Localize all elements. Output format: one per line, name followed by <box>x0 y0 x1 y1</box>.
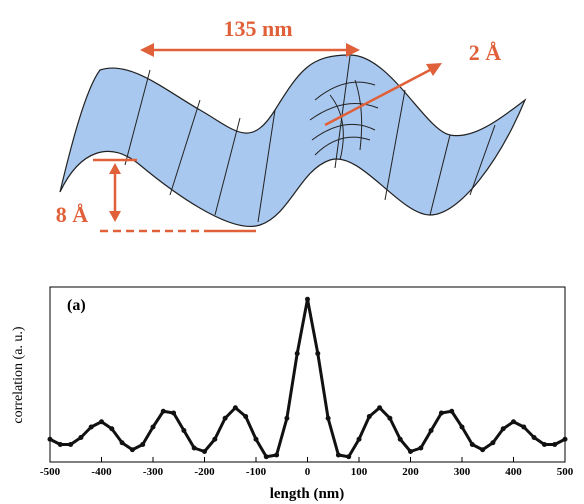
data-point <box>284 415 290 421</box>
data-line <box>49 297 566 459</box>
data-point <box>202 449 207 454</box>
data-point <box>356 436 362 442</box>
data-point <box>150 424 156 430</box>
data-point <box>57 442 63 447</box>
x-tick-label: -100 <box>246 466 267 478</box>
data-point <box>109 426 115 432</box>
data-point <box>243 414 249 419</box>
data-point <box>274 452 280 458</box>
annotations <box>93 43 442 233</box>
data-point <box>160 408 166 414</box>
x-tick-label: 300 <box>454 466 471 478</box>
data-point <box>552 442 558 447</box>
data-point <box>140 442 146 447</box>
x-tick-label: -500 <box>40 466 61 478</box>
data-point <box>366 414 372 419</box>
data-point <box>438 410 444 416</box>
data-point <box>531 435 537 440</box>
data-point <box>408 449 413 454</box>
data-point <box>263 454 269 460</box>
data-point <box>232 405 238 411</box>
data-point <box>305 296 310 302</box>
data-point <box>222 415 228 421</box>
data-point <box>171 410 177 416</box>
data-point <box>294 351 300 356</box>
data-point <box>469 442 475 447</box>
data-point <box>377 405 383 411</box>
y-axis-label: correlation (a. u.) <box>11 326 26 424</box>
data-point <box>449 408 455 414</box>
plot-frame <box>49 286 566 463</box>
x-tick-label: 500 <box>557 466 574 478</box>
data-point <box>99 419 104 425</box>
x-tick-label: 0 <box>305 466 311 478</box>
x-tick-label: -300 <box>143 466 164 478</box>
data-point <box>88 424 94 430</box>
sheet <box>59 54 527 227</box>
data-point <box>541 442 547 447</box>
period-label: 135 nm <box>223 16 292 41</box>
data-point <box>511 419 516 425</box>
data-point <box>428 428 434 433</box>
chart: (a) length (nm) correlation (a. u.) -500… <box>11 286 574 502</box>
data-point <box>397 436 403 442</box>
data-point <box>418 445 424 451</box>
data-point <box>78 435 84 440</box>
x-tick-label: 200 <box>402 466 419 478</box>
data-point <box>325 415 331 421</box>
spacing-label: 2 Å <box>469 40 502 65</box>
data-point <box>521 424 527 430</box>
data-point <box>459 424 465 430</box>
data-point <box>335 452 341 458</box>
data-point <box>562 436 568 442</box>
data-point <box>315 351 321 356</box>
amplitude-label: 8 Å <box>56 202 89 227</box>
x-tick-label: 400 <box>505 466 522 478</box>
data-point <box>47 436 53 442</box>
data-point <box>490 440 496 446</box>
panel-label: (a) <box>67 297 86 314</box>
data-point <box>212 436 218 442</box>
data-point <box>191 445 197 451</box>
data-point <box>500 426 506 432</box>
data-point <box>480 447 486 453</box>
sheet-lines <box>124 55 496 223</box>
x-tick-label: 100 <box>351 466 368 478</box>
sheet-diagram: 135 nm 2 Å 8 Å <box>56 16 527 233</box>
data-point <box>68 442 74 447</box>
x-tick-label: -200 <box>194 466 215 478</box>
x-tick-label: -400 <box>91 466 112 478</box>
data-point <box>387 415 393 421</box>
x-axis-label: length (nm) <box>270 486 345 502</box>
data-point <box>181 428 187 433</box>
data-point <box>346 454 352 460</box>
data-point <box>129 447 135 453</box>
data-point <box>253 436 259 442</box>
data-point <box>119 440 125 446</box>
